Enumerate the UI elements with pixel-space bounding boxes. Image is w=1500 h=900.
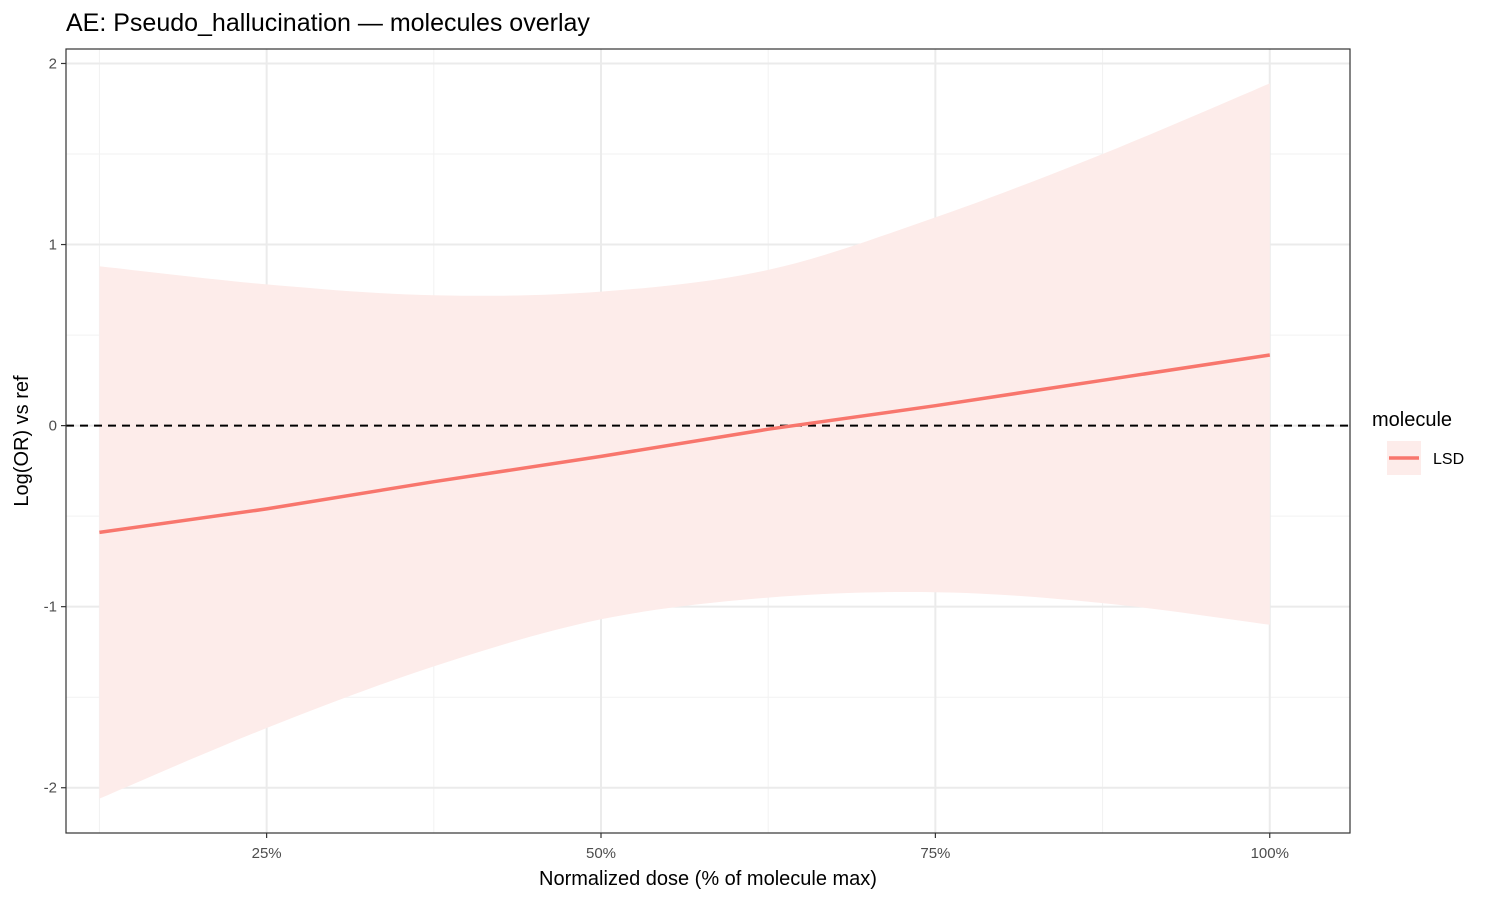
x-tick-label: 100% — [1251, 845, 1289, 862]
confidence-ribbon-LSD — [99, 83, 1270, 799]
legend-label-LSD: LSD — [1433, 451, 1464, 468]
y-tick-label: 1 — [49, 237, 57, 254]
plot-area — [65, 48, 1351, 834]
y-tick-label: -2 — [44, 780, 57, 797]
chart-title: AE: Pseudo_hallucination — molecules ove… — [66, 9, 590, 37]
y-axis-title: Log(OR) vs ref — [11, 375, 33, 507]
x-axis-title: Normalized dose (% of molecule max) — [539, 868, 877, 890]
y-tick-label: 0 — [49, 418, 57, 435]
series-line-LSD — [99, 353, 1271, 535]
x-tick-label: 25% — [252, 845, 282, 862]
y-tick-label: 2 — [49, 55, 57, 72]
y-axis: -2 -1 0 1 2 — [44, 55, 66, 797]
plot-border — [65, 48, 1351, 834]
legend: molecule LSD — [1372, 409, 1464, 475]
legend-title: molecule — [1372, 409, 1452, 431]
x-axis: 25% 50% 75% 100% — [252, 833, 1289, 862]
x-tick-label: 50% — [586, 845, 616, 862]
x-tick-label: 75% — [920, 845, 950, 862]
y-tick-label: -1 — [44, 599, 57, 616]
